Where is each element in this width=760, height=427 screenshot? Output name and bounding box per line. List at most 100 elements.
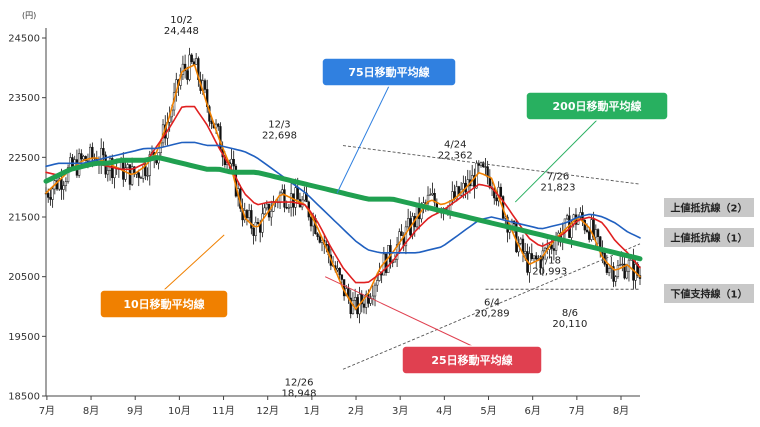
- candle-body: [349, 297, 352, 315]
- candle-body: [256, 222, 260, 225]
- callout-pointer: [324, 276, 473, 347]
- candle-body: [365, 293, 368, 308]
- candle-body: [495, 197, 498, 202]
- x-tick-label: 10月: [168, 405, 191, 417]
- annotation-value: 20,993: [532, 266, 567, 277]
- candle-body: [195, 58, 198, 65]
- candle-body: [530, 253, 533, 260]
- x-tick-label: 4月: [436, 405, 452, 417]
- candle-body: [524, 251, 527, 254]
- callout-box: [321, 57, 457, 87]
- candle-body: [493, 188, 496, 199]
- candle-body: [532, 255, 536, 260]
- candle-body: [482, 162, 485, 167]
- candle-body: [203, 80, 207, 90]
- annotation-value: 24,448: [164, 26, 199, 37]
- annotation-date: 4/24: [444, 140, 466, 151]
- candle-body: [181, 63, 185, 75]
- candle-body: [376, 280, 379, 286]
- y-tick-label: 19500: [8, 332, 40, 343]
- candle-body: [400, 231, 403, 236]
- candle-body: [599, 236, 602, 249]
- candle-body: [371, 295, 374, 299]
- candle-body: [289, 193, 293, 208]
- y-tick-label: 21500: [8, 213, 40, 224]
- candle-body: [318, 236, 321, 243]
- candle-body: [378, 271, 381, 281]
- candle-body: [252, 227, 255, 236]
- candle-body: [369, 298, 372, 304]
- candle-body: [614, 276, 617, 282]
- candle-body: [64, 181, 68, 186]
- candle-body: [612, 266, 615, 282]
- candle-body: [618, 264, 622, 266]
- candle-body: [294, 187, 297, 208]
- candle-body: [263, 207, 266, 215]
- candle-body: [484, 166, 487, 168]
- candle-body: [550, 244, 553, 249]
- candle-body: [336, 268, 339, 271]
- candle-body: [519, 238, 522, 244]
- callout-label: 10日移動平均線: [123, 297, 204, 311]
- callout-pointer: [336, 85, 390, 194]
- candle-body: [106, 170, 109, 175]
- callout-box: [401, 345, 543, 375]
- y-tick-label: 20500: [8, 272, 40, 283]
- candle-body: [431, 193, 434, 195]
- candle-body: [137, 172, 140, 178]
- candle-body: [625, 270, 628, 279]
- candle-body: [296, 187, 299, 200]
- candle-body: [183, 63, 187, 72]
- candle-body: [91, 146, 94, 159]
- annotation-date: 10/2: [170, 15, 192, 26]
- candle-body: [190, 54, 193, 62]
- annotation-date: 12/3: [268, 120, 290, 131]
- candle-body: [499, 186, 503, 197]
- candle-body: [579, 212, 582, 218]
- candle-body: [292, 193, 295, 208]
- annotation-date: 6/4: [484, 297, 500, 308]
- x-tick-label: 5月: [480, 405, 496, 417]
- candle-body: [270, 211, 273, 218]
- candle-body: [621, 263, 624, 266]
- candle-body: [325, 244, 328, 246]
- x-tick-label: 7月: [39, 405, 55, 417]
- candle-body: [406, 218, 410, 228]
- candle-body: [596, 229, 600, 237]
- candle-body: [124, 167, 127, 180]
- x-tick-label: 2月: [348, 405, 364, 417]
- candle-body: [367, 293, 370, 304]
- candle-body: [605, 264, 609, 273]
- series-line-4: [43, 155, 643, 262]
- trend-line-labels: 上値抵抗線（2） 上値抵抗線（1） 下値支持線（1）: [664, 198, 754, 303]
- annotation-value: 21,823: [541, 183, 576, 194]
- candle-body: [623, 263, 626, 279]
- trend-label-box: [664, 198, 754, 217]
- candle-body: [66, 167, 70, 183]
- candle-body: [287, 206, 291, 209]
- candle-body: [362, 303, 366, 308]
- x-tick-label: 8月: [83, 405, 99, 417]
- candle-body: [102, 148, 105, 156]
- candle-body: [283, 189, 286, 208]
- y-axis: 18500 19500 20500 21500 22500 23500 24500: [8, 28, 47, 403]
- candle-body: [71, 157, 74, 168]
- candle-body: [232, 158, 235, 167]
- annotation-date: 8/6: [562, 308, 578, 319]
- callout-label: 200日移動平均線: [553, 99, 642, 113]
- series-callouts: 10日移動平均線 25日移動平均線 75日移動平均線 200日移動平均線: [99, 57, 669, 375]
- candle-body: [49, 197, 52, 200]
- candle-body: [278, 192, 282, 203]
- candle-body: [554, 240, 558, 251]
- trend-label-box: [664, 228, 754, 247]
- unit-label: (円): [22, 11, 36, 20]
- candle-body: [217, 123, 220, 127]
- x-tick-label: 7月: [569, 405, 585, 417]
- candle-body: [139, 177, 143, 179]
- annotation-value: 18,948: [282, 388, 317, 399]
- candle-body: [261, 213, 264, 233]
- candle-body: [479, 162, 483, 166]
- trend-lines: [342, 145, 641, 370]
- x-axis: 7月 8月 9月 10月 11月 12月 1月 2月 3月 4月 5月 6月 7月 8月: [39, 395, 640, 417]
